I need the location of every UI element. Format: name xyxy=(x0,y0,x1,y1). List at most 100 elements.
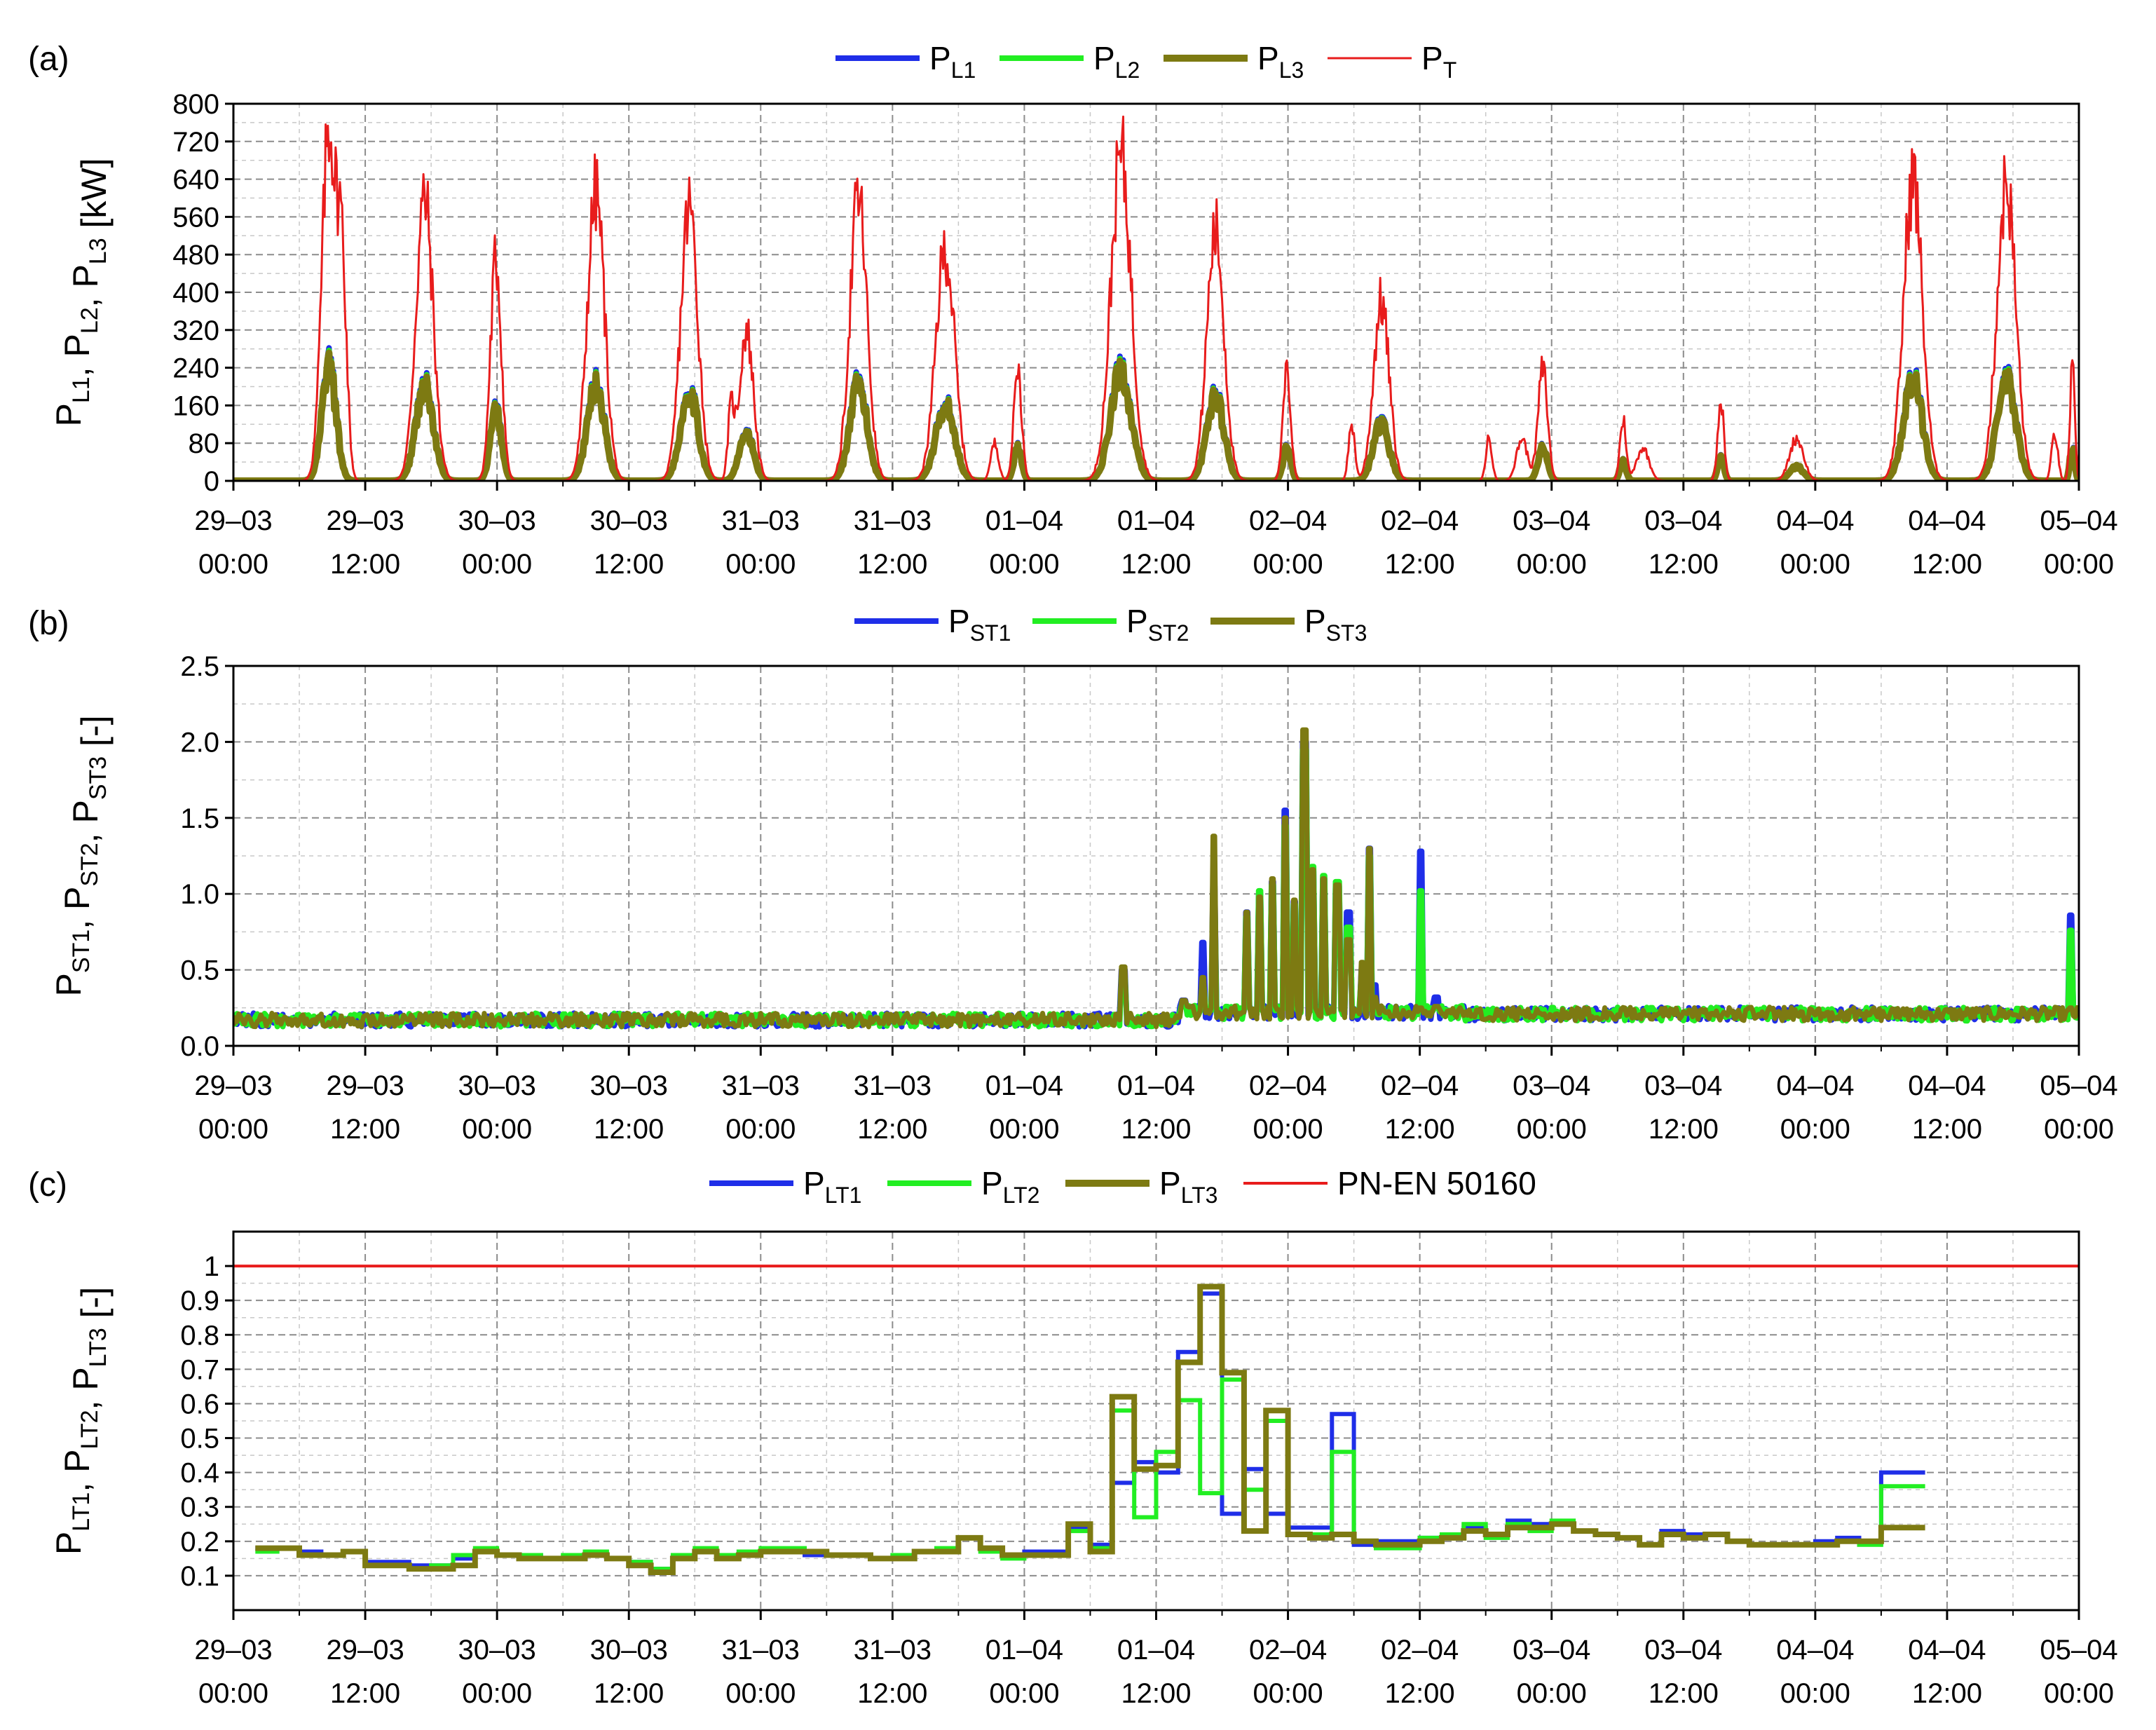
y-axis-title-subscript: ST3 xyxy=(85,756,111,800)
x-tick-label-time: 12:00 xyxy=(330,1114,400,1145)
x-axis: 29–03 00:00 29–03 12:00 30–03 00:00 30–03 12:00… xyxy=(194,1046,2118,1145)
x-tick-label-date: 03–04 xyxy=(1513,1070,1590,1101)
legend-item-l3: PLT3 xyxy=(1065,1165,1217,1208)
x-tick-label-date: 31–03 xyxy=(722,1635,800,1666)
legend-item-l2: PLT2 xyxy=(887,1165,1039,1208)
x-tick-label-date: 29–03 xyxy=(326,505,404,536)
x-tick-label-time: 12:00 xyxy=(1385,549,1455,580)
x-tick-label-date: 29–03 xyxy=(326,1635,404,1666)
series-step-l3 xyxy=(255,1283,1925,1575)
y-axis-title-subscript: ST1 xyxy=(68,929,95,973)
legend-item-l3: PL3 xyxy=(1164,40,1304,83)
x-tick-label-time: 00:00 xyxy=(1780,1114,1850,1145)
x-tick-label-time: 00:00 xyxy=(1517,1114,1587,1145)
legend-item-l1: PLT1 xyxy=(709,1165,861,1208)
x-tick-label-date: 04–04 xyxy=(1908,1070,1986,1101)
legend-label: PST1 xyxy=(948,603,1011,646)
y-axis-title: PLT1, PLT2, PLT3 [-] xyxy=(49,1287,114,1555)
x-tick-label-time: 00:00 xyxy=(725,1678,796,1709)
legend-label: PST2 xyxy=(1126,603,1189,646)
y-tick-label: 400 xyxy=(172,278,219,308)
legend-item-l1: PL1 xyxy=(835,40,976,83)
y-tick-label: 0 xyxy=(204,466,219,497)
x-tick-label-date: 03–04 xyxy=(1513,505,1590,536)
x-tick-label-time: 00:00 xyxy=(1253,549,1323,580)
x-axis: 29–03 00:00 29–03 12:00 30–03 00:00 30–03 12:00… xyxy=(194,1610,2118,1709)
y-axis-title-part: , P xyxy=(57,887,97,929)
panel-label: (a) xyxy=(28,41,69,78)
legend-item-limit: PN-EN 50160 xyxy=(1243,1165,1536,1201)
y-axis-title-part: P xyxy=(49,973,88,996)
y-tick-label: 720 xyxy=(172,127,219,158)
x-tick-label-date: 02–04 xyxy=(1249,1635,1327,1666)
y-axis-title-subscript: LT2 xyxy=(76,1410,103,1449)
x-tick-label-date: 31–03 xyxy=(854,1070,932,1101)
x-tick-label-time: 12:00 xyxy=(1912,549,1982,580)
x-tick-label-date: 29–03 xyxy=(194,1070,272,1101)
legend-item-t: PT xyxy=(1328,40,1456,83)
x-tick-label-date: 30–03 xyxy=(590,1635,668,1666)
x-tick-label-date: 29–03 xyxy=(326,1070,404,1101)
x-tick-label-time: 00:00 xyxy=(1517,549,1587,580)
x-tick-label-date: 01–04 xyxy=(985,505,1063,536)
x-tick-label-date: 01–04 xyxy=(1117,505,1195,536)
x-tick-label-time: 12:00 xyxy=(330,549,400,580)
x-tick-label-date: 04–04 xyxy=(1908,505,1986,536)
x-tick-label-date: 05–04 xyxy=(2040,505,2117,536)
y-tick-label: 1.5 xyxy=(180,803,219,834)
x-tick-label-date: 04–04 xyxy=(1908,1635,1986,1666)
y-axis-title-subscript: LT3 xyxy=(85,1328,111,1367)
x-tick-label-time: 00:00 xyxy=(2044,1678,2114,1709)
x-tick-label-time: 12:00 xyxy=(1121,549,1191,580)
legend-label: PT xyxy=(1421,40,1456,83)
x-tick-label-time: 12:00 xyxy=(1912,1678,1982,1709)
y-axis-title-subscript: L2 xyxy=(76,307,103,334)
x-tick-label-date: 30–03 xyxy=(458,1635,536,1666)
x-tick-label-date: 31–03 xyxy=(854,1635,932,1666)
y-axis: 0 80 160 240 320 400 480 560 640 720 800 xyxy=(172,89,233,497)
y-tick-label: 160 xyxy=(172,390,219,421)
x-tick-label-date: 30–03 xyxy=(458,505,536,536)
y-tick-label: 0.4 xyxy=(180,1458,219,1489)
x-tick-label-date: 02–04 xyxy=(1249,505,1327,536)
x-tick-label-time: 00:00 xyxy=(1780,1678,1850,1709)
y-tick-label: 0.8 xyxy=(180,1320,219,1351)
x-tick-label-date: 29–03 xyxy=(194,505,272,536)
y-axis-title-subscript: ST2 xyxy=(76,843,103,886)
panel-a-power: 0 80 160 240 320 400 480 560 640 720 800 29–03 00:00… xyxy=(28,40,2118,580)
x-tick-label-date: 04–04 xyxy=(1776,505,1854,536)
y-axis-title-part: P xyxy=(49,1532,88,1555)
x-tick-label-time: 12:00 xyxy=(594,549,664,580)
y-tick-label: 800 xyxy=(172,89,219,120)
y-axis-title-part: , P xyxy=(66,1367,105,1410)
y-tick-label: 0.1 xyxy=(180,1561,219,1592)
x-tick-label-time: 12:00 xyxy=(1912,1114,1982,1145)
x-tick-label-date: 30–03 xyxy=(458,1070,536,1101)
y-axis-title-subscript: L3 xyxy=(85,238,111,264)
y-tick-label: 0.9 xyxy=(180,1286,219,1316)
x-tick-label-time: 12:00 xyxy=(330,1678,400,1709)
y-axis-title-part: [kW] xyxy=(74,158,114,238)
x-tick-label-time: 12:00 xyxy=(1121,1114,1191,1145)
x-tick-label-date: 30–03 xyxy=(590,505,668,536)
y-axis-title: PST1, PST2, PST3 [-] xyxy=(49,715,114,996)
x-tick-label-date: 03–04 xyxy=(1513,1635,1590,1666)
y-tick-label: 0.6 xyxy=(180,1389,219,1419)
x-tick-label-date: 04–04 xyxy=(1776,1070,1854,1101)
panel-b-short-term-flicker: 0.0 0.5 1.0 1.5 2.0 2.5 29–03 00:00 29–03 12:00 30… xyxy=(28,603,2118,1145)
x-tick-label-time: 12:00 xyxy=(1649,1114,1719,1145)
x-tick-label-date: 30–03 xyxy=(590,1070,668,1101)
panel-label: (b) xyxy=(28,605,69,642)
x-tick-label-time: 00:00 xyxy=(462,1678,532,1709)
x-tick-label-time: 12:00 xyxy=(1385,1678,1455,1709)
legend-item-l2: PST2 xyxy=(1032,603,1189,646)
x-tick-label-time: 00:00 xyxy=(989,1114,1059,1145)
x-tick-label-date: 03–04 xyxy=(1644,505,1722,536)
legend-label: PST3 xyxy=(1304,603,1367,646)
x-tick-label-time: 00:00 xyxy=(1253,1678,1323,1709)
y-axis-title-part: , P xyxy=(66,800,105,843)
legend: PLT1 PLT2 PLT3 PN-EN 50160 xyxy=(709,1165,1536,1208)
legend: PL1 PL2 PL3 PT xyxy=(835,40,1456,83)
legend-item-l2: PL2 xyxy=(999,40,1140,83)
